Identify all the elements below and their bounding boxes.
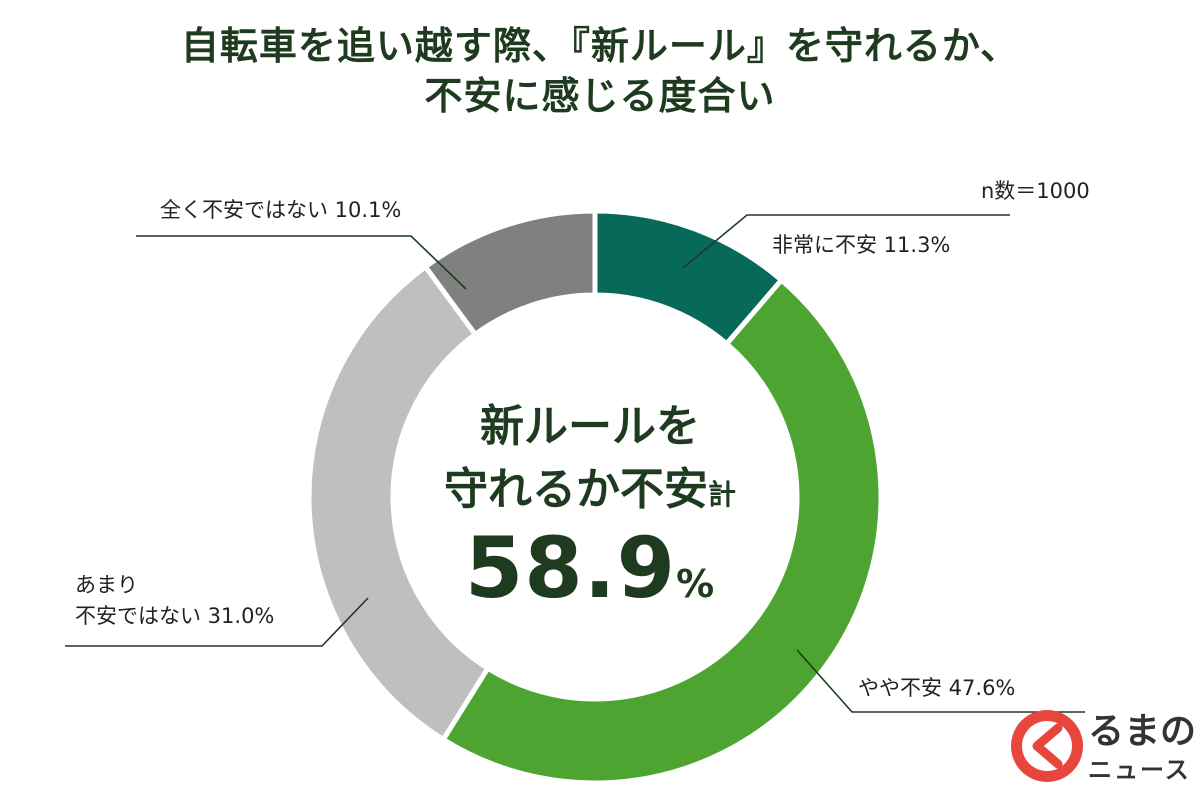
logo-name: るまの — [1088, 711, 1197, 752]
leader-line-not-very-anxious — [65, 597, 369, 647]
leader-line-somewhat-anxious — [796, 649, 1085, 713]
chart-title-line-1: 自転車を追い越す際、『新ルール』を守れるか、 — [180, 24, 1020, 68]
slice-label-somewhat-anxious: やや不安 47.6% — [858, 676, 1016, 700]
slice-label-not-very-anxious-line-1: あまり — [75, 573, 138, 597]
center-total-number: 58.9 — [464, 519, 677, 617]
center-caption-line-1: 新ルールを — [480, 401, 700, 452]
slice-label-very-anxious: 非常に不安 11.3% — [772, 233, 951, 257]
slice-not-very-anxious — [306, 264, 491, 742]
sample-size-label: n数＝1000 — [981, 179, 1090, 203]
leader-line-not-anxious — [136, 235, 467, 290]
center-caption-suffix: 計 — [707, 478, 736, 511]
kuruma-news-logo-icon — [1011, 710, 1083, 782]
center-total-value: 58.9% — [405, 520, 775, 632]
logo-subtitle: ニュース — [1088, 756, 1191, 784]
chart-title-line-2: 不安に感じる度合い — [424, 74, 776, 118]
center-caption-line-2: 守れるか不安計 — [405, 463, 775, 522]
leader-line-very-anxious — [682, 214, 1010, 269]
center-total-unit: % — [676, 562, 716, 606]
slice-label-not-anxious: 全く不安ではない 10.1% — [160, 198, 402, 222]
slice-somewhat-anxious — [440, 277, 884, 786]
center-caption-main: 守れるか不安 — [443, 464, 708, 515]
slice-label-not-very-anxious-line-2: 不安ではない 31.0% — [75, 604, 275, 628]
slice-not-anxious — [422, 208, 598, 337]
